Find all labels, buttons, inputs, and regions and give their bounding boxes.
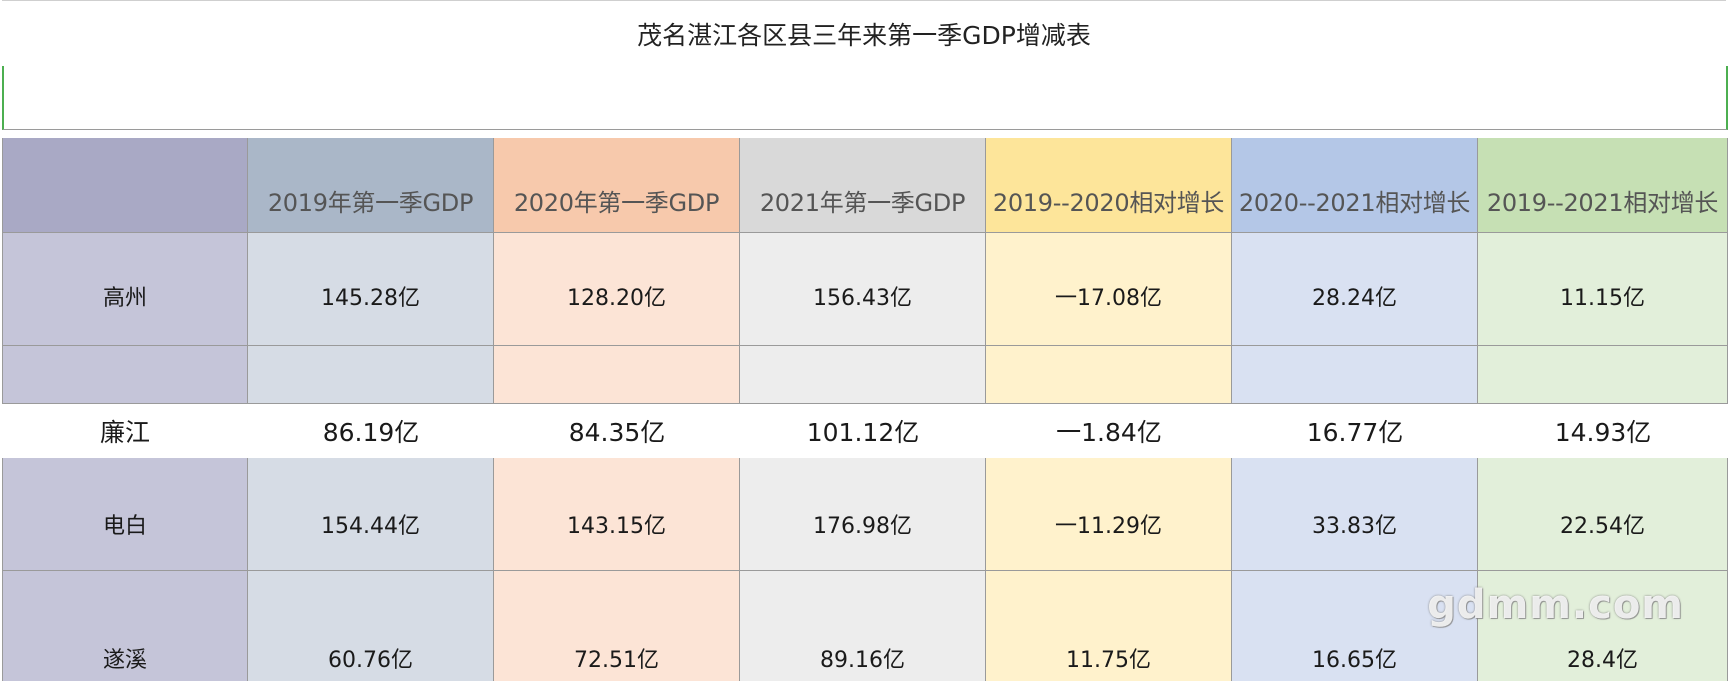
header-cell-growth-2020-2021[interactable]: 2020--2021相对增长 — [1232, 138, 1478, 232]
header-cell-region[interactable] — [2, 138, 248, 232]
value-cell[interactable]: 72.51亿 — [494, 571, 740, 681]
header-cell-2020[interactable]: 2020年第一季GDP — [494, 138, 740, 232]
region-cell[interactable]: 遂溪 — [2, 571, 248, 681]
value-cell[interactable]: 22.54亿 — [1478, 458, 1728, 570]
header-row: 2019年第一季GDP 2020年第一季GDP 2021年第一季GDP 2019… — [2, 138, 1728, 233]
empty-cell[interactable] — [1478, 346, 1728, 403]
table-row: 廉江 86.19亿 84.35亿 101.12亿 一1.84亿 16.77亿 1… — [2, 404, 1728, 458]
table-row — [2, 346, 1728, 404]
value-cell[interactable]: 128.20亿 — [494, 233, 740, 345]
empty-cell[interactable] — [2, 346, 248, 403]
value-cell[interactable]: 16.77亿 — [1232, 404, 1478, 458]
value-cell[interactable]: 一11.29亿 — [986, 458, 1232, 570]
empty-cell[interactable] — [1232, 346, 1478, 403]
value-cell[interactable]: 84.35亿 — [494, 404, 740, 458]
value-cell[interactable]: 16.65亿 — [1232, 571, 1478, 681]
empty-cell[interactable] — [494, 346, 740, 403]
value-cell[interactable]: 60.76亿 — [248, 571, 494, 681]
empty-cell[interactable] — [740, 346, 986, 403]
value-cell[interactable]: 一1.84亿 — [986, 404, 1232, 458]
value-cell[interactable]: 86.19亿 — [248, 404, 494, 458]
empty-cell[interactable] — [986, 346, 1232, 403]
region-cell[interactable]: 电白 — [2, 458, 248, 570]
region-cell[interactable]: 廉江 — [2, 404, 248, 458]
value-cell[interactable]: 145.28亿 — [248, 233, 494, 345]
header-cell-growth-2019-2020[interactable]: 2019--2020相对增长 — [986, 138, 1232, 232]
table-row: 高州 145.28亿 128.20亿 156.43亿 一17.08亿 28.24… — [2, 233, 1728, 346]
value-cell[interactable]: 143.15亿 — [494, 458, 740, 570]
empty-cell[interactable] — [248, 346, 494, 403]
value-cell[interactable]: 11.15亿 — [1478, 233, 1728, 345]
value-cell[interactable]: 28.24亿 — [1232, 233, 1478, 345]
gdp-table: 2019年第一季GDP 2020年第一季GDP 2021年第一季GDP 2019… — [2, 138, 1728, 681]
value-cell[interactable]: 14.93亿 — [1478, 404, 1728, 458]
value-cell[interactable]: 28.4亿 — [1478, 571, 1728, 681]
selected-cell[interactable] — [2, 66, 1728, 130]
table-title[interactable]: 茂名湛江各区县三年来第一季GDP增减表 — [2, 0, 1726, 68]
table-row: 电白 154.44亿 143.15亿 176.98亿 一11.29亿 33.83… — [2, 458, 1728, 571]
value-cell[interactable]: 156.43亿 — [740, 233, 986, 345]
value-cell[interactable]: 101.12亿 — [740, 404, 986, 458]
value-cell[interactable]: 154.44亿 — [248, 458, 494, 570]
site-watermark: gdmm.com — [1427, 582, 1684, 628]
region-cell[interactable]: 高州 — [2, 233, 248, 345]
header-cell-2019[interactable]: 2019年第一季GDP — [248, 138, 494, 232]
header-cell-2021[interactable]: 2021年第一季GDP — [740, 138, 986, 232]
value-cell[interactable]: 89.16亿 — [740, 571, 986, 681]
value-cell[interactable]: 33.83亿 — [1232, 458, 1478, 570]
value-cell[interactable]: 11.75亿 — [986, 571, 1232, 681]
header-cell-growth-2019-2021[interactable]: 2019--2021相对增长 — [1478, 138, 1728, 232]
value-cell[interactable]: 一17.08亿 — [986, 233, 1232, 345]
value-cell[interactable]: 176.98亿 — [740, 458, 986, 570]
